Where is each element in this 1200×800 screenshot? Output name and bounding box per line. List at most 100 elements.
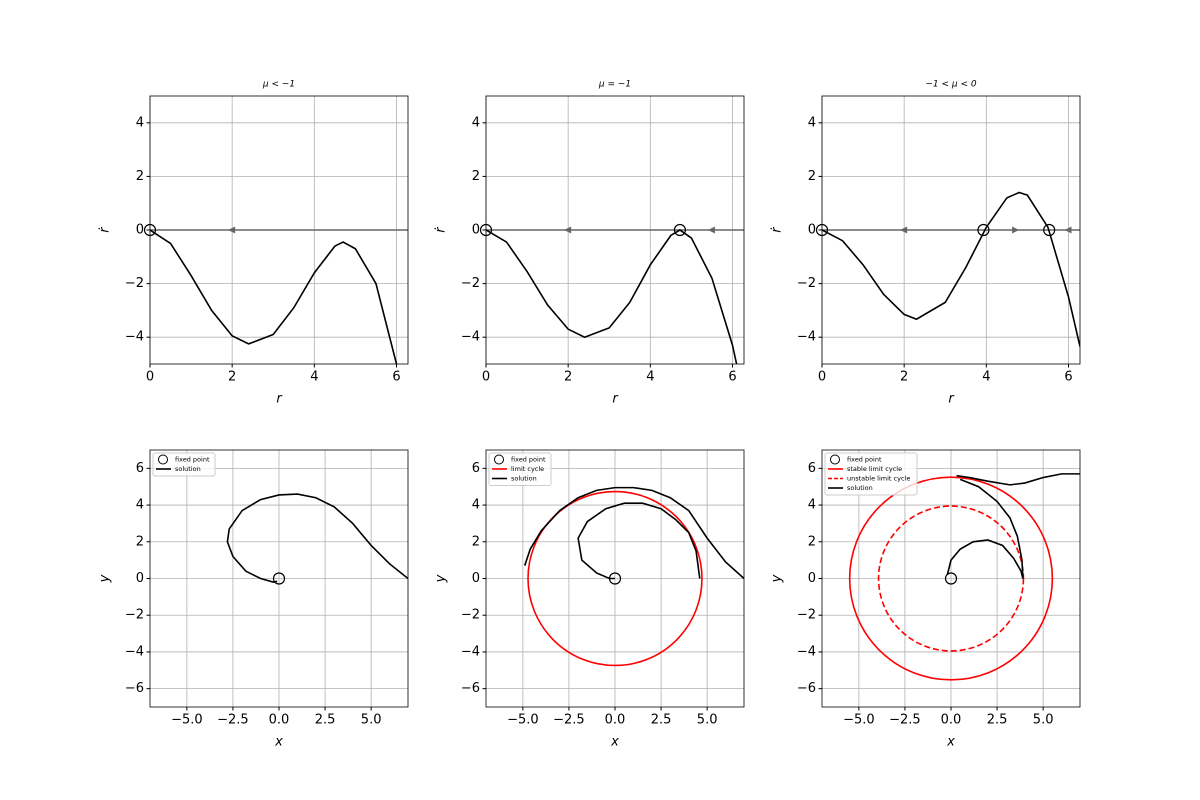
y-tick-label: 0 — [472, 571, 480, 586]
legend-marker — [158, 454, 168, 465]
y-axis-label: ṙ — [98, 226, 113, 233]
x-tick-label: 0.0 — [269, 713, 290, 728]
flow-arrow — [228, 226, 236, 234]
x-tick-label: 2 — [900, 370, 908, 385]
axes-frame — [821, 449, 1081, 708]
y-tick-label: 0 — [808, 223, 816, 238]
x-tick-label: 5.0 — [697, 713, 718, 728]
subplot-title: −1 < μ < 0 — [925, 80, 977, 90]
x-tick-label: 6 — [1064, 370, 1072, 385]
y-tick-label: 4 — [808, 115, 816, 130]
y-tick-label: −4 — [797, 330, 816, 345]
y-tick-label: 4 — [472, 115, 480, 130]
y-axis-label: y — [98, 574, 113, 583]
legend-label: fixed point — [175, 456, 210, 464]
axes-frame — [149, 95, 409, 365]
x-axis-label: x — [274, 735, 283, 750]
plot-area — [486, 226, 744, 364]
y-tick-label: 6 — [808, 461, 816, 476]
limit-cycle — [877, 505, 1025, 652]
x-axis-label: r — [612, 392, 619, 407]
legend-label: fixed point — [511, 456, 546, 464]
x-tick-label: 0 — [482, 370, 490, 385]
fixed-point — [977, 223, 990, 237]
subplot: −5.0 −2.5 0.0 2.5 5.0 −6 −4 −2 0 2 4 6 x y fixed point… — [770, 449, 1081, 750]
y-tick-label: 6 — [472, 461, 480, 476]
legend-label: stable limit cycle — [847, 465, 902, 473]
flow-arrow — [564, 226, 572, 234]
x-tick-label: −2.5 — [889, 713, 921, 728]
subplot: 0 2 4 6 −4 −2 0 2 4 μ < −1 r ṙ — [98, 80, 409, 407]
x-tick-label: 2 — [228, 370, 236, 385]
legend-box — [152, 452, 216, 477]
y-axis-label: ṙ — [434, 226, 449, 233]
x-tick-label: 5.0 — [1033, 713, 1054, 728]
subplot: 0 2 4 6 −4 −2 0 2 4 −1 < μ < 0 r ṙ — [770, 80, 1081, 407]
x-axis-label: x — [946, 735, 955, 750]
x-tick-label: 5.0 — [361, 713, 382, 728]
axes-frame — [485, 449, 745, 708]
y-tick-label: 0 — [136, 223, 144, 238]
fixed-point — [1043, 223, 1056, 237]
y-tick-label: −2 — [125, 276, 144, 291]
axes-frame — [149, 449, 409, 708]
x-tick-label: 2.5 — [651, 713, 672, 728]
x-tick-label: 0 — [818, 370, 826, 385]
x-tick-label: −2.5 — [217, 713, 249, 728]
flow-arrow — [1012, 226, 1020, 234]
fixed-point — [608, 572, 622, 585]
solution-curve — [946, 473, 1080, 579]
x-tick-label: 2 — [564, 370, 572, 385]
legend-label: solution — [511, 475, 537, 483]
subplot: −5.0 −2.5 0.0 2.5 5.0 −6 −4 −2 0 2 4 6 x y fixed point… — [98, 449, 409, 750]
legend-label: unstable limit cycle — [847, 475, 910, 483]
y-tick-label: 4 — [808, 498, 816, 513]
plot-area — [822, 191, 1080, 347]
y-tick-label: −4 — [125, 644, 144, 659]
x-axis-label: x — [610, 735, 619, 750]
subplot-title: μ < −1 — [262, 80, 295, 90]
fixed-point — [673, 223, 687, 237]
axes-frame — [821, 95, 1081, 365]
limit-cycle — [527, 490, 703, 667]
curve — [150, 229, 398, 364]
axes-frame — [485, 95, 745, 365]
y-axis-label: y — [770, 574, 785, 583]
y-tick-label: 4 — [136, 498, 144, 513]
solution-curve — [226, 493, 408, 583]
x-tick-label: 0.0 — [605, 713, 626, 728]
y-tick-label: 4 — [472, 498, 480, 513]
y-tick-label: −4 — [461, 330, 480, 345]
y-tick-label: −2 — [797, 608, 816, 623]
legend-box — [488, 452, 552, 486]
legend-box — [824, 452, 918, 496]
y-tick-label: −6 — [797, 681, 816, 696]
x-tick-label: 4 — [646, 370, 654, 385]
y-tick-label: 2 — [808, 534, 816, 549]
subplot-title: μ = −1 — [598, 80, 631, 90]
x-axis-label: r — [948, 392, 955, 407]
subplot: 0 2 4 6 −4 −2 0 2 4 μ = −1 r ṙ — [434, 80, 745, 407]
y-tick-label: 0 — [808, 571, 816, 586]
x-tick-label: 0 — [146, 370, 154, 385]
x-tick-label: 4 — [310, 370, 318, 385]
x-tick-label: 0.0 — [941, 713, 962, 728]
legend-label: solution — [847, 484, 873, 492]
legend-label: solution — [175, 465, 201, 473]
fixed-point — [272, 572, 286, 585]
x-tick-label: 6 — [392, 370, 400, 385]
y-axis-label: y — [434, 574, 449, 583]
y-tick-label: 6 — [136, 461, 144, 476]
y-tick-label: 2 — [136, 534, 144, 549]
x-tick-label: −2.5 — [553, 713, 585, 728]
x-tick-label: 2.5 — [987, 713, 1008, 728]
plot-area — [848, 473, 1080, 681]
y-tick-label: −2 — [125, 608, 144, 623]
legend-marker — [830, 454, 840, 465]
y-tick-label: −6 — [461, 681, 480, 696]
fixed-point — [944, 572, 958, 585]
limit-cycle — [848, 476, 1054, 681]
